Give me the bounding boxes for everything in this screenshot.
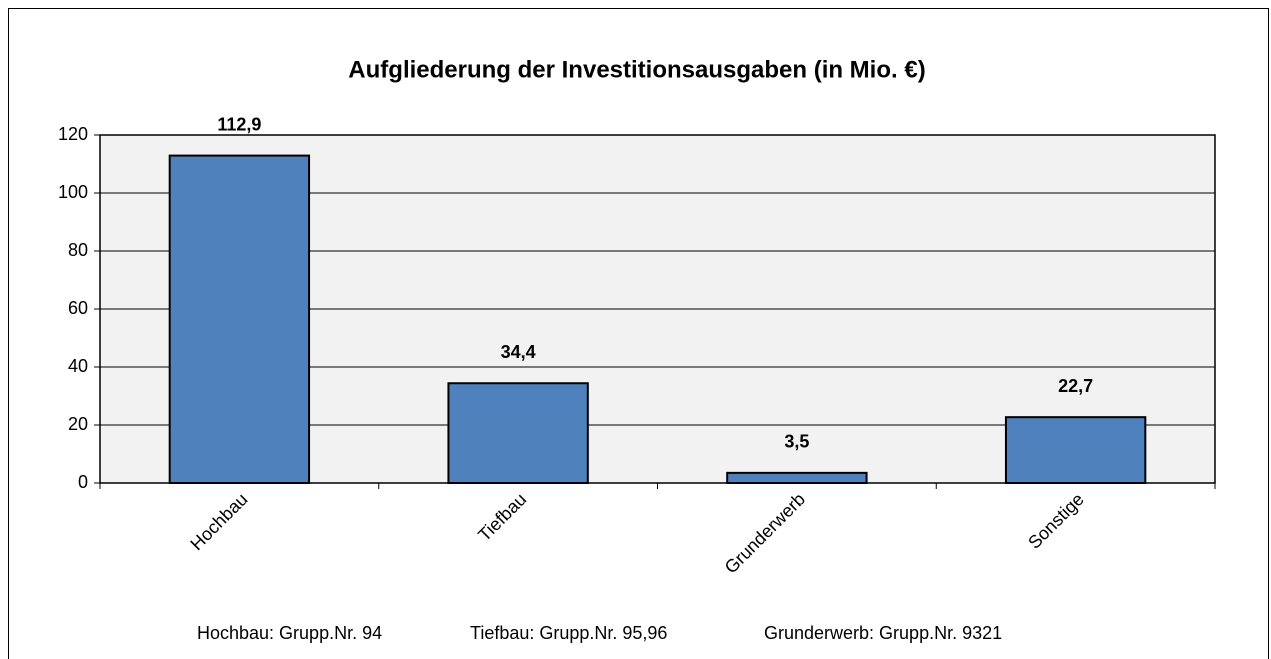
footnote: Grunderwerb: Grupp.Nr. 9321 — [764, 623, 1002, 643]
chart-title: Aufgliederung der Investitionsausgaben (… — [348, 56, 925, 83]
bar — [168, 154, 311, 484]
y-tick-label: 120 — [58, 124, 88, 144]
y-tick-label: 0 — [78, 472, 88, 492]
y-tick-label: 20 — [68, 414, 88, 434]
bar — [1004, 416, 1147, 485]
footnote: Tiefbau: Grupp.Nr. 95,96 — [470, 623, 667, 643]
value-label: 34,4 — [501, 342, 536, 362]
y-tick-label: 80 — [68, 240, 88, 260]
y-tick-label: 100 — [58, 182, 88, 202]
value-label: 3,5 — [784, 432, 809, 452]
value-label: 112,9 — [217, 114, 261, 134]
value-label: 22,7 — [1058, 376, 1093, 396]
y-tick-label: 60 — [68, 298, 88, 318]
y-tick-label: 40 — [68, 356, 88, 376]
bar — [726, 471, 868, 485]
bar — [447, 382, 589, 484]
footnote: Hochbau: Grupp.Nr. 94 — [197, 623, 382, 643]
